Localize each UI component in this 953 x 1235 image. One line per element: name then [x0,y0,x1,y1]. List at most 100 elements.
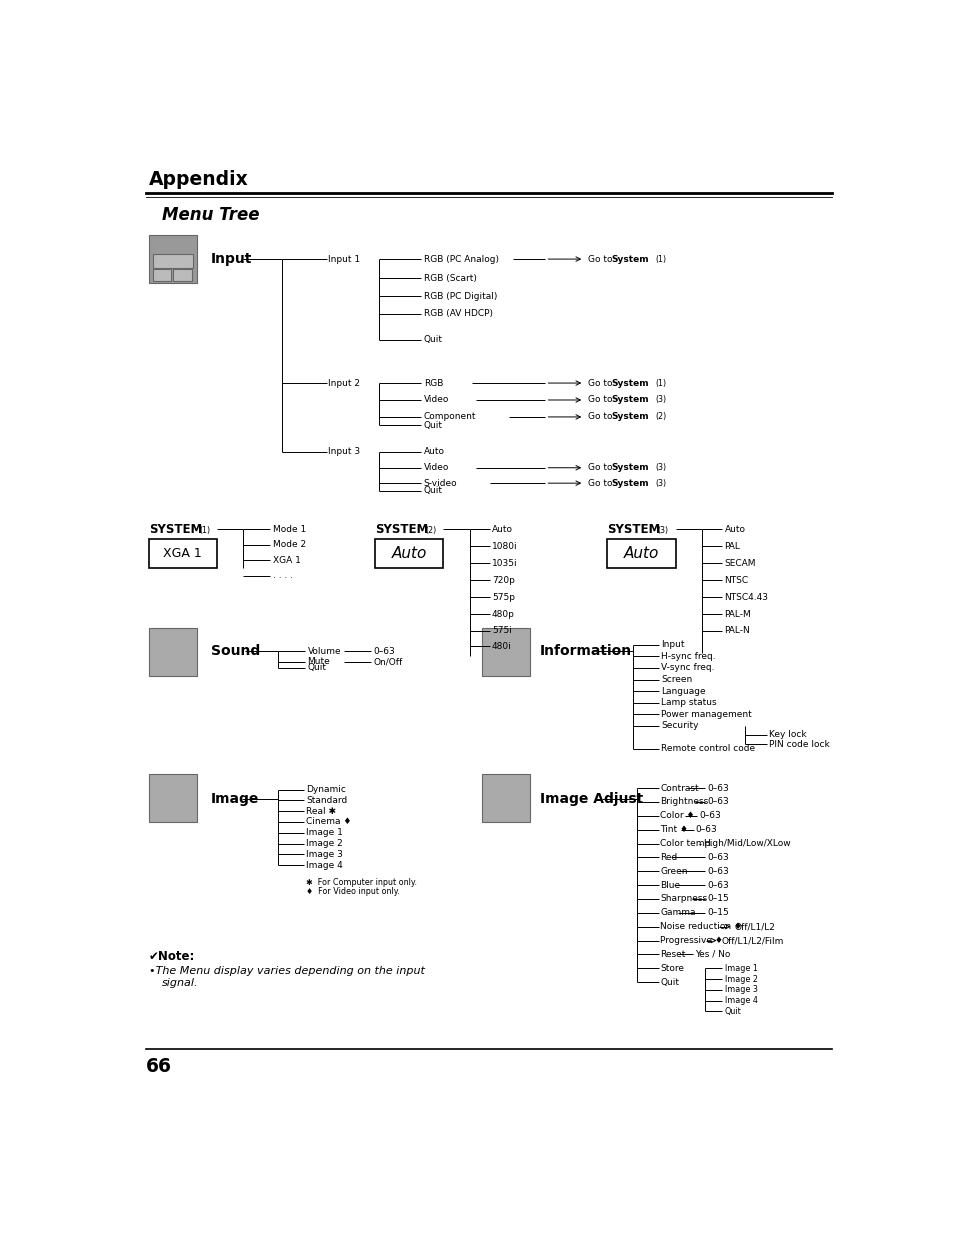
Text: PAL-N: PAL-N [723,626,749,636]
Text: Image 2: Image 2 [306,839,342,848]
Text: Color ♦: Color ♦ [659,811,694,820]
Text: Auto: Auto [623,546,659,561]
Text: Video: Video [423,395,449,405]
Text: SECAM: SECAM [723,558,755,568]
Text: Auto: Auto [423,447,444,456]
Text: 1080i: 1080i [492,542,517,551]
Text: Real ✱: Real ✱ [306,806,335,815]
Text: Power management: Power management [660,710,751,719]
Text: (3): (3) [655,479,666,488]
Text: Menu Tree: Menu Tree [162,206,259,225]
Text: System: System [611,254,648,263]
Text: 0–63: 0–63 [373,646,395,656]
Text: 0–63: 0–63 [695,825,717,834]
Text: Gamma: Gamma [659,908,695,918]
Text: High/Mid/Low/XLow: High/Mid/Low/XLow [703,839,790,848]
Text: 480p: 480p [492,610,515,619]
Bar [149,538,216,568]
Text: PAL-M: PAL-M [723,610,751,619]
Text: Quit: Quit [423,421,442,430]
Text: Input: Input [211,252,252,266]
Text: Security: Security [660,721,698,730]
Text: Mode 1: Mode 1 [273,525,306,534]
Text: System: System [611,379,648,388]
Text: System: System [611,412,648,421]
Text: Remote control code: Remote control code [660,745,755,753]
Bar [149,235,196,283]
Text: On/Off: On/Off [373,657,402,667]
Text: 0–63: 0–63 [699,811,720,820]
Text: ✔Note:: ✔Note: [149,950,194,963]
Text: . . . .: . . . . [273,571,293,580]
Text: Volume: Volume [307,646,341,656]
Text: 720p: 720p [492,576,515,584]
Bar [173,269,192,282]
Text: 0–63: 0–63 [707,881,728,889]
Text: 0–15: 0–15 [707,908,728,918]
Text: NTSC4.43: NTSC4.43 [723,593,768,601]
Bar [152,269,171,282]
Text: System: System [611,463,648,472]
Bar [481,627,530,676]
Text: (2): (2) [425,526,436,536]
Text: Information: Information [539,643,632,658]
Text: (1): (1) [199,526,211,536]
Text: Sound: Sound [211,643,259,658]
Text: (2): (2) [655,412,666,421]
Text: H-sync freq.: H-sync freq. [660,652,715,661]
Text: (3): (3) [655,395,666,405]
Text: 0–15: 0–15 [707,894,728,904]
Text: Quit: Quit [423,487,442,495]
Bar [607,538,675,568]
Text: Image 1: Image 1 [306,829,342,837]
Text: Language: Language [660,687,705,695]
Text: Input 2: Input 2 [328,379,360,388]
Text: Off/L1/L2/Film: Off/L1/L2/Film [720,936,782,945]
Text: Blue: Blue [659,881,679,889]
Text: Off/L1/L2: Off/L1/L2 [734,923,775,931]
Text: Sharpness: Sharpness [659,894,706,904]
Text: Tint ♦: Tint ♦ [659,825,688,834]
Text: Input: Input [660,641,683,650]
Text: Contrast: Contrast [659,783,699,793]
Text: (3): (3) [655,463,666,472]
Text: Input 3: Input 3 [328,447,360,456]
Bar [149,627,196,676]
Text: Store: Store [659,963,683,973]
Text: (1): (1) [655,379,666,388]
Text: Screen: Screen [660,676,692,684]
Text: Image Adjust: Image Adjust [539,792,642,806]
Text: Mute: Mute [307,657,330,667]
Text: Component: Component [423,412,476,421]
Text: ♦  For Video input only.: ♦ For Video input only. [306,887,399,895]
Text: S-video: S-video [423,479,457,488]
Text: Noise reduction ♦: Noise reduction ♦ [659,923,741,931]
Text: •The Menu display varies depending on the input: •The Menu display varies depending on th… [149,966,424,976]
Text: NTSC: NTSC [723,576,748,584]
Text: Video: Video [423,463,449,472]
Text: Image 3: Image 3 [306,850,342,858]
Text: Auto: Auto [492,525,513,534]
Text: Color temp.: Color temp. [659,839,713,848]
Bar [481,774,530,823]
Text: Go to: Go to [587,379,615,388]
Text: SYSTEM: SYSTEM [607,522,660,536]
Text: Progressive ♦: Progressive ♦ [659,936,722,945]
Text: Quit: Quit [423,336,442,345]
Text: Quit: Quit [659,978,679,987]
Text: Cinema ♦: Cinema ♦ [306,818,351,826]
Bar [375,538,443,568]
Text: Reset: Reset [659,950,685,958]
Text: Red: Red [659,853,677,862]
Text: Appendix: Appendix [149,169,248,189]
Text: PAL: PAL [723,542,740,551]
Text: Dynamic: Dynamic [306,785,346,794]
Text: signal.: signal. [162,978,198,988]
Text: System: System [611,479,648,488]
Text: Green: Green [659,867,687,876]
Text: Lamp status: Lamp status [660,698,716,708]
Text: Input 1: Input 1 [328,254,360,263]
Text: Image 2: Image 2 [723,974,757,983]
Text: Quit: Quit [307,663,326,672]
Text: Yes / No: Yes / No [695,950,730,958]
